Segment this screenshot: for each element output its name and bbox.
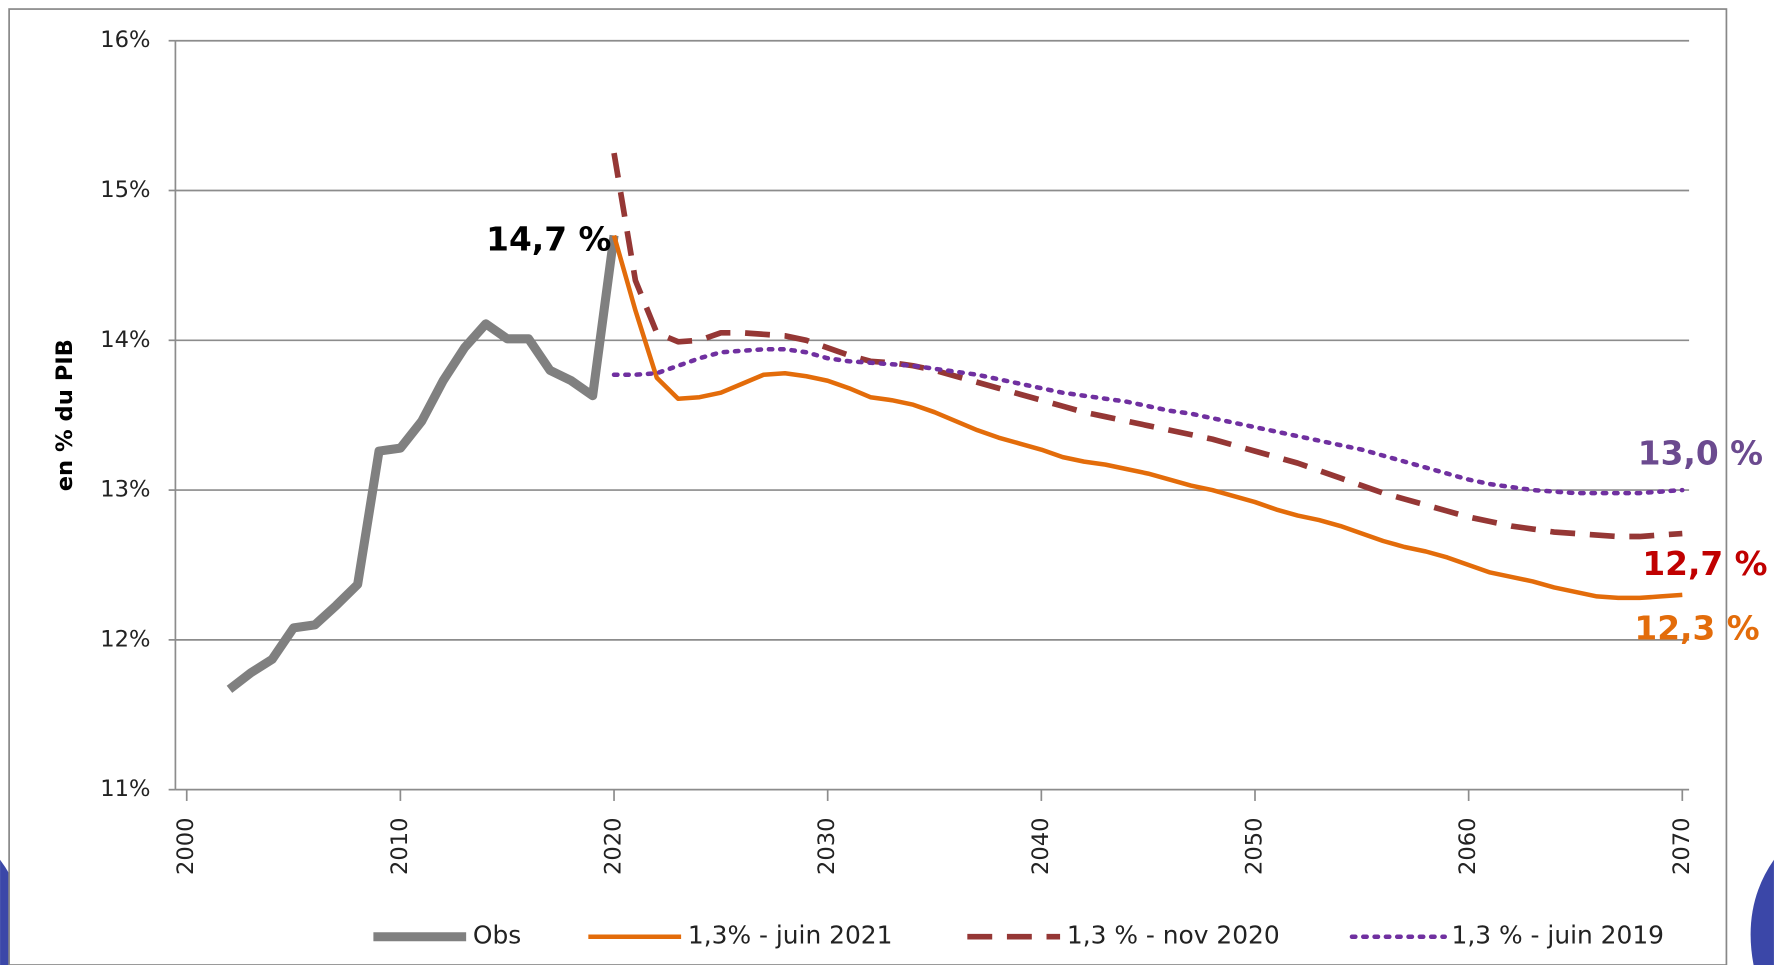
- annotation: 13,0 %: [1638, 434, 1763, 472]
- x-tick-label: 2010: [387, 817, 413, 875]
- annotation: 14,7 %: [486, 220, 611, 258]
- y-tick-label: 16%: [100, 27, 150, 53]
- x-tick-label: 2050: [1241, 817, 1267, 875]
- x-tick-label: 2020: [601, 817, 627, 875]
- series-line: [611, 234, 1683, 601]
- series-line: [611, 347, 1685, 496]
- series-line: [611, 152, 1683, 540]
- legend-label: Obs: [473, 921, 521, 950]
- y-tick-label: 12%: [100, 626, 150, 652]
- annotation: 12,7 %: [1642, 545, 1767, 583]
- x-tick-label: 2070: [1669, 817, 1695, 875]
- legend-label: 1,3 % - juin 2019: [1452, 921, 1664, 950]
- annotation: 12,3 %: [1634, 610, 1759, 648]
- y-axis-label: en % du PIB: [52, 339, 78, 491]
- x-tick-label: 2060: [1455, 817, 1481, 875]
- corner-decoration: [1750, 859, 1774, 965]
- x-tick-label: 2000: [173, 817, 199, 875]
- x-tick-label: 2030: [814, 817, 840, 875]
- y-tick-label: 15%: [100, 177, 150, 203]
- legend-label: 1,3 % - nov 2020: [1067, 921, 1280, 950]
- y-tick-label: 14%: [100, 327, 150, 353]
- y-tick-label: 11%: [100, 776, 150, 802]
- series-line: [226, 234, 619, 693]
- y-tick-label: 13%: [100, 477, 150, 503]
- chart-frame: [8, 8, 1728, 965]
- legend-label: 1,3% - juin 2021: [688, 921, 893, 950]
- x-tick-label: 2040: [1028, 817, 1054, 875]
